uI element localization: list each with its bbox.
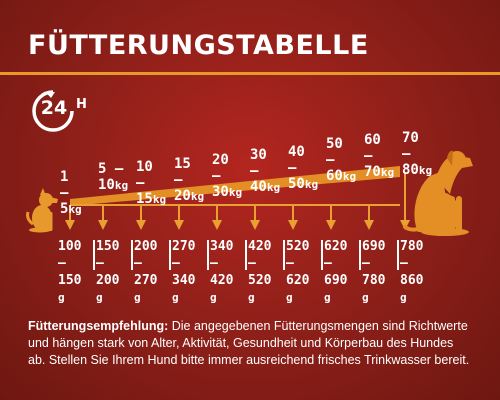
weight-label: 20 –30kg [212, 152, 243, 200]
title-divider [0, 72, 500, 75]
amount-label: 690 –780 g [362, 239, 386, 304]
amount-label: 340 –420 g [210, 239, 234, 304]
amount-label: 150 –200 g [96, 239, 120, 304]
24h-clock-icon: 24 H [30, 88, 104, 134]
arrow-head [326, 220, 336, 230]
weight-label: 15 –20kg [174, 156, 205, 204]
arrow-head [364, 220, 374, 230]
amount-label: 270 –340 g [172, 239, 196, 304]
amount-label: 420 –520 g [248, 239, 272, 304]
weight-label: 40 –50kg [288, 144, 319, 192]
weight-label: 5 –10kg [98, 161, 129, 193]
amount-label: 100 –150 g [58, 239, 82, 304]
note-text: Die angegebenen Fütterungsmengen sind Ri… [28, 319, 470, 367]
weight-label: 30 –40kg [250, 147, 281, 195]
feeding-recommendation: Fütterungsempfehlung: Die angegebenen Fü… [28, 318, 474, 369]
amount-separator [245, 240, 247, 270]
weight-ramp [70, 166, 400, 206]
amount-separator [283, 240, 285, 270]
weight-label: 10 –15kg [136, 159, 167, 207]
arrow-head [65, 220, 75, 230]
weight-label: 60 –70kg [364, 132, 395, 180]
large-dog-icon [402, 150, 473, 236]
arrow-head [98, 220, 108, 230]
badge-suffix: H [76, 97, 87, 112]
weight-label: 70 –80kg [402, 130, 433, 178]
page-title: FÜTTERUNGSTABELLE [28, 30, 369, 61]
scale-arrows [65, 172, 410, 230]
note-label: Fütterungsempfehlung: [28, 319, 169, 333]
amount-separator [397, 240, 399, 270]
amount-separator [359, 240, 361, 270]
amount-separator [169, 240, 171, 270]
weight-label: 50 –60kg [326, 136, 357, 184]
arrow-head [250, 220, 260, 230]
badge-number: 24 [40, 97, 68, 119]
arrow-head [174, 220, 184, 230]
small-dog-icon [26, 188, 58, 233]
amount-label: 780 –860 g [400, 239, 424, 304]
amount-separator [321, 240, 323, 270]
amount-separator [131, 240, 133, 270]
amount-label: 620 –690 g [324, 239, 348, 304]
weight-label: 1 –5kg [60, 169, 82, 217]
amount-label: 520 –620 g [286, 239, 310, 304]
arrow-head [136, 220, 146, 230]
arrow-head [288, 220, 298, 230]
amount-separator [93, 240, 95, 270]
amount-separator [207, 240, 209, 270]
arrow-head [212, 220, 222, 230]
amount-label: 200 –270 g [134, 239, 158, 304]
